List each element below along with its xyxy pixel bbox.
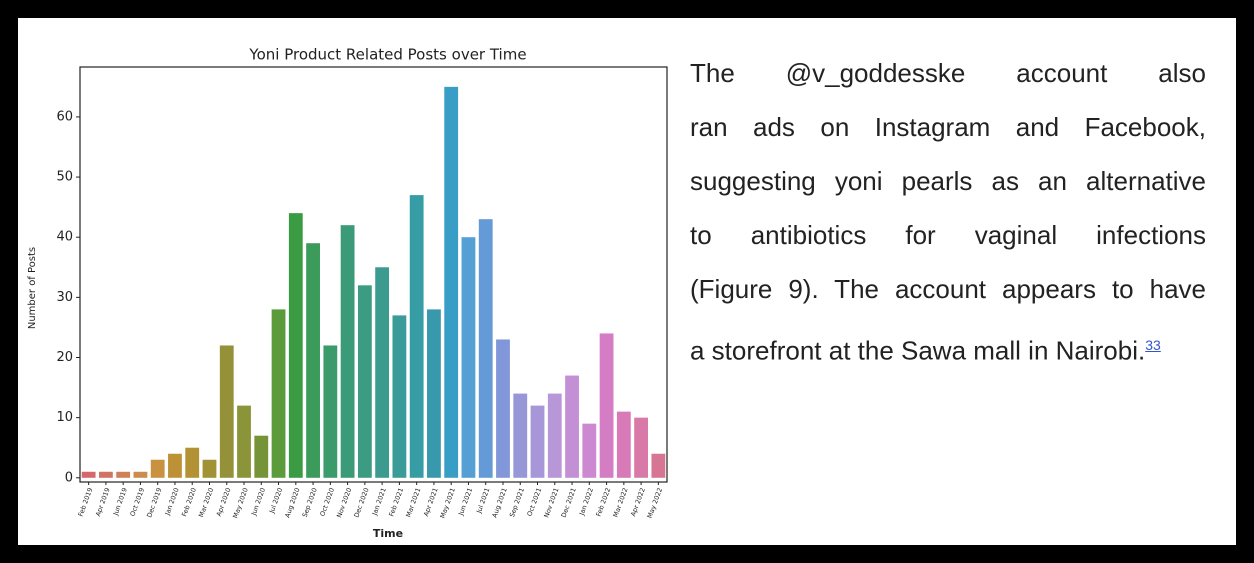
line-text: (Figure 9). The account appears to have bbox=[690, 274, 1206, 304]
y-tick-label: 30 bbox=[56, 290, 73, 305]
bar bbox=[116, 471, 131, 478]
x-tick-label: Mar 2020 bbox=[197, 487, 215, 519]
x-tick-label: Jan 2022 bbox=[577, 487, 595, 518]
y-tick-label: 60 bbox=[56, 109, 73, 124]
bar bbox=[185, 447, 200, 478]
x-tick-label: Mar 2022 bbox=[612, 487, 630, 519]
x-tick-label: May 2021 bbox=[438, 487, 456, 520]
bar bbox=[461, 237, 476, 478]
line-text: a storefront at the Sawa mall in Nairobi… bbox=[690, 335, 1146, 366]
x-tick-label: Jul 2020 bbox=[267, 487, 284, 516]
x-tick-label: Feb 2021 bbox=[387, 487, 405, 518]
line-text: ran ads on Instagram and Facebook, bbox=[690, 112, 1206, 142]
text-line: (Figure 9). The account appears to have bbox=[690, 262, 1206, 316]
x-tick-label: Nov 2020 bbox=[335, 487, 353, 519]
bar bbox=[271, 309, 286, 478]
bar bbox=[565, 375, 579, 478]
bar bbox=[237, 405, 251, 478]
x-tick-label: Feb 2022 bbox=[595, 487, 613, 518]
x-tick-label: Aug 2021 bbox=[491, 487, 509, 519]
x-tick-label: Oct 2019 bbox=[128, 487, 146, 518]
bar bbox=[254, 435, 269, 478]
x-axis-label: Time bbox=[373, 527, 403, 540]
bar bbox=[651, 453, 666, 478]
text-line: to antibiotics for vaginal infections bbox=[690, 208, 1206, 262]
x-tick-label: Sep 2021 bbox=[508, 487, 526, 519]
x-tick-label: Apr 2019 bbox=[94, 487, 112, 518]
bar bbox=[168, 453, 182, 478]
chart: Yoni Product Related Posts over Time Tim… bbox=[27, 46, 668, 540]
x-tick-label: Nov 2021 bbox=[542, 487, 560, 519]
x-tick-label: Dec 2019 bbox=[145, 487, 163, 519]
x-tick-label: Apr 2021 bbox=[422, 487, 440, 518]
y-tick-label: 20 bbox=[56, 350, 73, 365]
footnote-link[interactable]: 33 bbox=[1145, 337, 1161, 353]
bar bbox=[513, 393, 528, 478]
text-line: ran ads on Instagram and Facebook, bbox=[690, 100, 1206, 154]
x-tick-label: Jun 2021 bbox=[457, 487, 475, 518]
x-tick-label: Jul 2021 bbox=[475, 487, 492, 516]
bar bbox=[530, 405, 545, 478]
x-tick-label: Oct 2020 bbox=[318, 487, 336, 518]
x-tick-label: Feb 2020 bbox=[180, 487, 198, 518]
bar bbox=[409, 195, 424, 478]
plot-frame bbox=[79, 66, 668, 483]
y-tick-label: 10 bbox=[56, 410, 73, 425]
bar bbox=[357, 285, 372, 478]
bar bbox=[323, 345, 338, 478]
chart-title: Yoni Product Related Posts over Time bbox=[248, 46, 526, 64]
bar bbox=[202, 459, 217, 478]
x-tick-label: Feb 2019 bbox=[77, 487, 95, 518]
x-tick-label: Dec 2020 bbox=[352, 487, 370, 519]
x-tick-label: Sep 2020 bbox=[301, 487, 319, 519]
x-tick-label: Dec 2021 bbox=[560, 487, 578, 519]
bar bbox=[375, 267, 390, 478]
bar bbox=[133, 471, 148, 478]
bar bbox=[306, 243, 320, 478]
x-tick-label: Aug 2020 bbox=[283, 487, 301, 519]
x-tick-label: May 2020 bbox=[231, 487, 249, 520]
y-tick-label: 40 bbox=[56, 230, 73, 245]
bar bbox=[599, 333, 614, 478]
x-tick-label: Mar 2021 bbox=[404, 487, 422, 519]
x-tick-label: Apr 2020 bbox=[215, 487, 233, 518]
bar bbox=[150, 459, 165, 478]
bar bbox=[288, 213, 303, 478]
text-line: suggesting yoni pearls as an alternative bbox=[690, 154, 1206, 208]
bar bbox=[427, 309, 441, 478]
x-tick-label: Apr 2022 bbox=[629, 487, 647, 518]
line-text: The @v_goddesske account also bbox=[690, 58, 1206, 88]
y-tick-label: 50 bbox=[56, 170, 73, 185]
y-axis-label: Number of Posts bbox=[27, 247, 38, 329]
bar bbox=[547, 393, 562, 478]
bar bbox=[340, 225, 355, 478]
bar bbox=[496, 339, 510, 478]
card: Yoni Product Related Posts over Time Tim… bbox=[18, 18, 1236, 545]
line-text: to antibiotics for vaginal infections bbox=[690, 220, 1206, 250]
bar bbox=[98, 471, 113, 478]
x-tick-label: Oct 2021 bbox=[526, 487, 544, 518]
y-tick-label: 0 bbox=[65, 470, 73, 485]
paragraph: The @v_goddesske account also ran ads on … bbox=[690, 46, 1206, 378]
bar bbox=[634, 417, 649, 478]
text-line: The @v_goddesske account also bbox=[690, 46, 1206, 100]
bar bbox=[444, 86, 459, 478]
x-tick-label: Jan 2020 bbox=[163, 487, 181, 518]
line-text: suggesting yoni pearls as an alternative bbox=[690, 166, 1206, 196]
bar bbox=[616, 411, 631, 478]
x-tick-label: Jun 2020 bbox=[249, 487, 267, 518]
x-tick-label: May 2022 bbox=[646, 487, 664, 520]
bar bbox=[219, 345, 234, 478]
bar bbox=[582, 423, 597, 478]
x-tick-label: Jun 2019 bbox=[111, 487, 129, 518]
text-line: a storefront at the Sawa mall in Nairobi… bbox=[690, 316, 1206, 378]
bar bbox=[81, 471, 96, 478]
bar bbox=[478, 219, 493, 478]
x-tick-label: Jan 2021 bbox=[370, 487, 388, 518]
bar bbox=[392, 315, 407, 478]
